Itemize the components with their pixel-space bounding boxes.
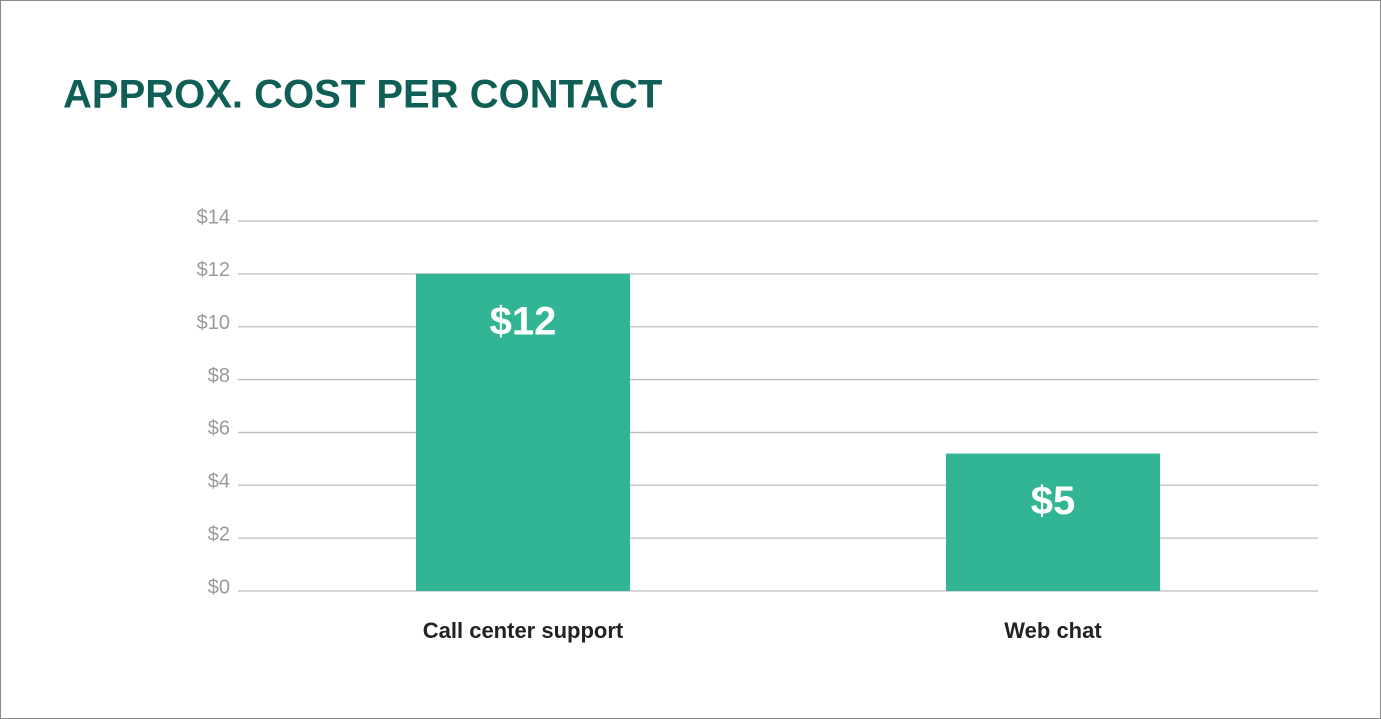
y-tick-label: $14 (197, 206, 230, 228)
y-tick-label: $0 (208, 576, 230, 598)
y-tick-label: $6 (208, 418, 230, 440)
y-tick-label: $10 (197, 312, 230, 334)
y-tick-label: $8 (208, 365, 230, 387)
y-tick-label: $4 (208, 471, 230, 493)
data-label: $12 (490, 299, 557, 343)
bar (416, 273, 630, 591)
bar (946, 453, 1160, 591)
y-tick-label: $12 (197, 259, 230, 281)
x-tick-label: Web chat (1004, 618, 1102, 643)
chart-title: APPROX. COST PER CONTACT (63, 73, 662, 117)
x-tick-label: Call center support (423, 618, 624, 643)
data-label: $5 (1031, 479, 1076, 523)
y-tick-label: $2 (208, 523, 230, 545)
